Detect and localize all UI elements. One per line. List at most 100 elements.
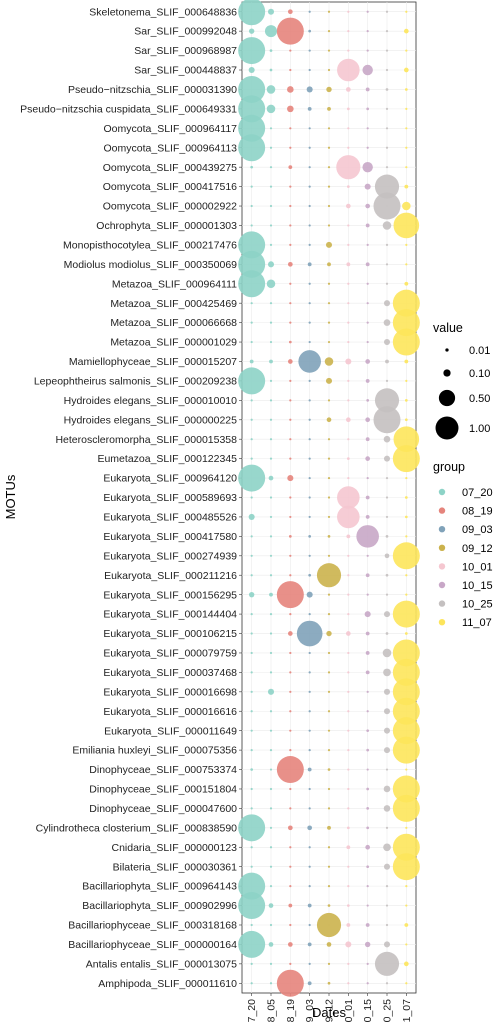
y-tick-label: Oomycota_SLIF_000439275 — [103, 162, 237, 174]
data-point — [238, 367, 266, 395]
data-point — [308, 865, 311, 868]
data-point — [405, 593, 408, 596]
data-point — [404, 515, 408, 519]
data-point — [347, 30, 350, 33]
data-point — [346, 534, 351, 539]
data-point — [347, 787, 350, 791]
data-point — [392, 309, 420, 337]
data-point — [250, 729, 253, 732]
data-point — [365, 379, 370, 383]
data-point — [385, 243, 389, 246]
data-point — [405, 982, 408, 985]
data-point — [327, 535, 331, 538]
y-tick-label: Ochrophyta_SLIF_000001303 — [96, 220, 237, 232]
data-point — [366, 107, 370, 111]
data-point — [366, 710, 369, 713]
data-point — [238, 250, 266, 278]
data-point — [383, 843, 391, 852]
data-point — [296, 620, 323, 647]
data-point — [327, 282, 331, 285]
x-tick-label: 10_15 — [362, 999, 374, 1022]
data-point — [316, 912, 342, 938]
data-point — [366, 807, 370, 810]
size-legend-label: 0.01 — [469, 345, 490, 357]
y-tick-label: Hydroides elegans_SLIF_000010010 — [64, 395, 238, 407]
y-tick-label: Eukaryota_SLIF_000274939 — [103, 550, 237, 562]
data-point — [392, 542, 420, 570]
data-point — [308, 749, 311, 752]
data-point — [287, 942, 293, 947]
data-point — [366, 302, 369, 305]
data-point — [308, 962, 311, 965]
color-legend-title: group — [433, 460, 465, 474]
data-point — [346, 107, 350, 111]
data-point — [269, 359, 273, 364]
y-tick-label: Pseudo−nitzschia cuspidata_SLIF_00064933… — [20, 103, 237, 115]
data-point — [347, 729, 350, 732]
x-axis-title: Dates — [312, 1005, 346, 1020]
y-tick-label: Sar_SLIF_000992048 — [134, 26, 237, 38]
data-point — [327, 30, 331, 33]
data-point — [326, 942, 332, 947]
data-point — [289, 68, 292, 72]
data-point — [383, 863, 391, 870]
data-point — [366, 787, 370, 791]
data-point — [327, 340, 331, 344]
size-legend-label: 1.00 — [469, 423, 490, 435]
data-point — [385, 632, 389, 635]
data-point — [269, 535, 273, 538]
data-point — [373, 192, 401, 220]
x-tick-label: 07_20 — [246, 999, 258, 1022]
data-point — [327, 981, 331, 985]
y-tick-label: Metazoa_SLIF_000425469 — [110, 298, 237, 310]
data-point — [308, 807, 311, 810]
data-point — [269, 574, 273, 577]
data-point — [289, 787, 292, 791]
y-tick-label: Oomycota_SLIF_000417516 — [103, 181, 237, 193]
data-point — [385, 573, 389, 577]
data-point — [269, 729, 273, 732]
data-point — [405, 826, 408, 829]
y-tick-label: Amphipoda_SLIF_000011610 — [98, 978, 237, 990]
data-point — [345, 631, 351, 636]
data-point — [250, 690, 253, 693]
data-point — [346, 845, 351, 850]
data-point — [365, 456, 371, 461]
data-point — [269, 612, 273, 616]
y-tick-label: Oomycota_SLIF_000002922 — [103, 201, 237, 213]
data-point — [374, 951, 400, 976]
data-point — [365, 359, 371, 364]
data-point — [337, 58, 360, 82]
data-point — [269, 865, 273, 868]
data-point — [405, 768, 408, 771]
data-point — [268, 475, 274, 481]
y-tick-label: Eukaryota_SLIF_000144404 — [103, 609, 237, 621]
data-point — [347, 399, 350, 402]
data-point — [269, 671, 273, 674]
data-point — [365, 262, 370, 267]
data-point — [289, 729, 292, 732]
data-point — [287, 475, 294, 482]
data-point — [308, 729, 311, 732]
data-point — [250, 535, 253, 538]
y-tick-label: Bacillariophyceae_SLIF_000000164 — [68, 939, 237, 951]
data-point — [385, 923, 389, 927]
data-point — [347, 982, 350, 985]
data-point — [383, 668, 391, 677]
color-legend-label: 10_25 — [462, 599, 493, 611]
data-point — [250, 418, 253, 421]
data-point — [327, 749, 331, 752]
data-point — [385, 359, 389, 364]
data-point — [347, 10, 350, 13]
data-point — [289, 807, 292, 810]
data-point — [337, 505, 360, 529]
data-point — [289, 496, 292, 499]
x-tick-label: 10_01 — [343, 999, 355, 1022]
data-point — [392, 600, 420, 628]
data-point — [404, 88, 408, 91]
data-point — [327, 554, 331, 557]
data-point — [269, 418, 273, 421]
data-point — [356, 525, 379, 548]
data-point — [238, 114, 266, 142]
data-point — [404, 184, 409, 189]
